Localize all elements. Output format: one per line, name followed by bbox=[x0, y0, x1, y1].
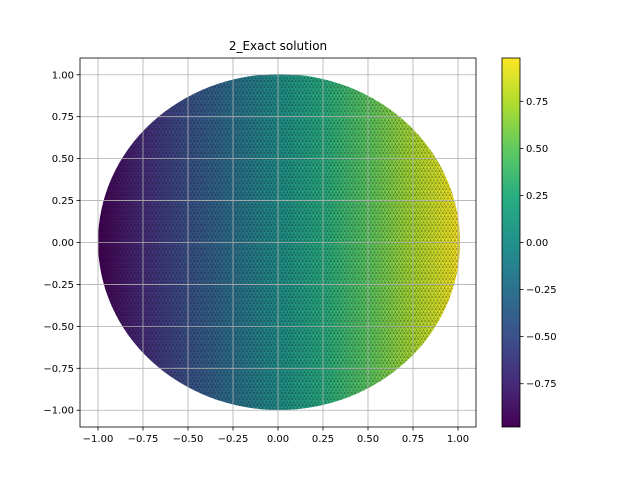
y-tick-label: 0.00 bbox=[52, 238, 74, 249]
colorbar-tick-label: 0.75 bbox=[526, 97, 548, 108]
x-tick-label: 0.25 bbox=[312, 434, 334, 445]
colorbar-tick-label: −0.75 bbox=[526, 379, 557, 390]
y-tick-label: −0.75 bbox=[43, 364, 74, 375]
x-tick-label: −0.75 bbox=[128, 434, 159, 445]
y-tick-label: −0.25 bbox=[43, 280, 74, 291]
y-tick-label: −0.50 bbox=[43, 322, 74, 333]
x-axis: −1.00 −0.75 −0.50 −0.25 0.00 0.25 0.50 0.75 1.00 bbox=[83, 427, 469, 445]
y-tick-label: 0.75 bbox=[52, 112, 74, 123]
chart-title: 2_Exact solution bbox=[229, 39, 327, 53]
colorbar: 0.75 0.50 0.25 0.00 −0.25 −0.50 −0.75 bbox=[501, 57, 557, 428]
y-tick-label: −1.00 bbox=[43, 406, 74, 417]
x-tick-label: 0.75 bbox=[402, 434, 424, 445]
y-tick-label: 0.50 bbox=[52, 154, 74, 165]
plot-area: −1.00 −0.75 −0.50 −0.25 0.00 0.25 0.50 0.75 1.00… bbox=[43, 57, 477, 445]
colorbar-tick-label: 0.00 bbox=[526, 238, 548, 249]
disk-solution bbox=[98, 74, 460, 410]
x-tick-label: −0.25 bbox=[218, 434, 249, 445]
x-tick-label: 1.00 bbox=[447, 434, 469, 445]
x-tick-label: 0.50 bbox=[357, 434, 379, 445]
colorbar-ticks: 0.75 0.50 0.25 0.00 −0.25 −0.50 −0.75 bbox=[520, 97, 557, 390]
y-tick-label: 1.00 bbox=[52, 70, 74, 81]
triangular-mesh bbox=[98, 74, 460, 410]
y-axis: 1.00 0.75 0.50 0.25 0.00 −0.25 −0.50 −0.75 −1.00 bbox=[43, 70, 80, 417]
grid-lines bbox=[80, 58, 476, 427]
y-tick-label: 0.25 bbox=[52, 196, 74, 207]
colorbar-tick-label: 0.25 bbox=[526, 191, 548, 202]
x-tick-label: 0.00 bbox=[267, 434, 289, 445]
colorbar-tick-label: −0.50 bbox=[526, 332, 557, 343]
x-tick-label: −1.00 bbox=[83, 434, 114, 445]
x-tick-label: −0.50 bbox=[173, 434, 204, 445]
colorbar-tick-label: −0.25 bbox=[526, 285, 557, 296]
colorbar-tick-label: 0.50 bbox=[526, 144, 548, 155]
colorbar-gradient bbox=[502, 58, 520, 427]
